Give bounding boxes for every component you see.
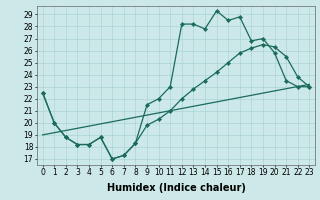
X-axis label: Humidex (Indice chaleur): Humidex (Indice chaleur) [107,183,245,193]
